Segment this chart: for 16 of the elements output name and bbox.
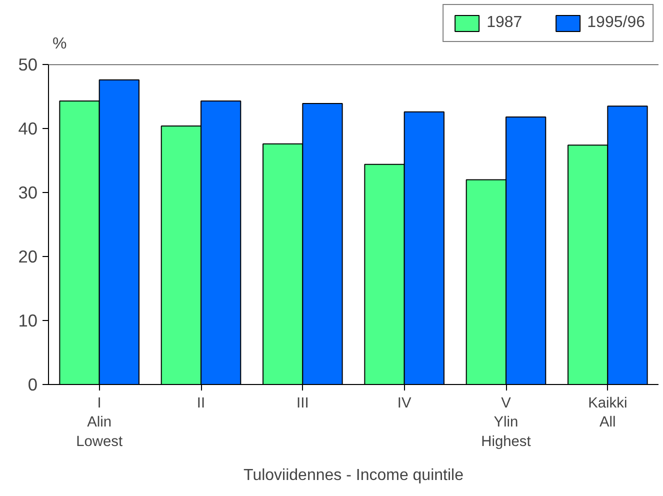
x-tick-label: V Ylin Highest: [481, 396, 531, 450]
y-tick-label: 40: [18, 118, 38, 138]
y-tick-label: 30: [18, 182, 38, 202]
y-tick-label: 10: [18, 310, 38, 330]
legend-label: 1995/96: [587, 14, 645, 32]
y-tick-label: 50: [18, 54, 38, 74]
x-tick-label: II: [196, 396, 206, 412]
y-tick-label: 20: [18, 246, 38, 266]
x-tick-label: I Alin Lowest: [76, 396, 123, 450]
x-tick-label: III: [296, 396, 309, 412]
x-tick-label: Kaikki All: [588, 396, 628, 431]
legend-label: 1987: [486, 14, 522, 32]
y-axis-title: %: [52, 36, 67, 52]
x-axis-title: Tuloviidennes - Income quintile: [244, 466, 464, 484]
y-tick-label: 0: [28, 374, 38, 394]
x-tick-label: IV: [397, 396, 412, 412]
